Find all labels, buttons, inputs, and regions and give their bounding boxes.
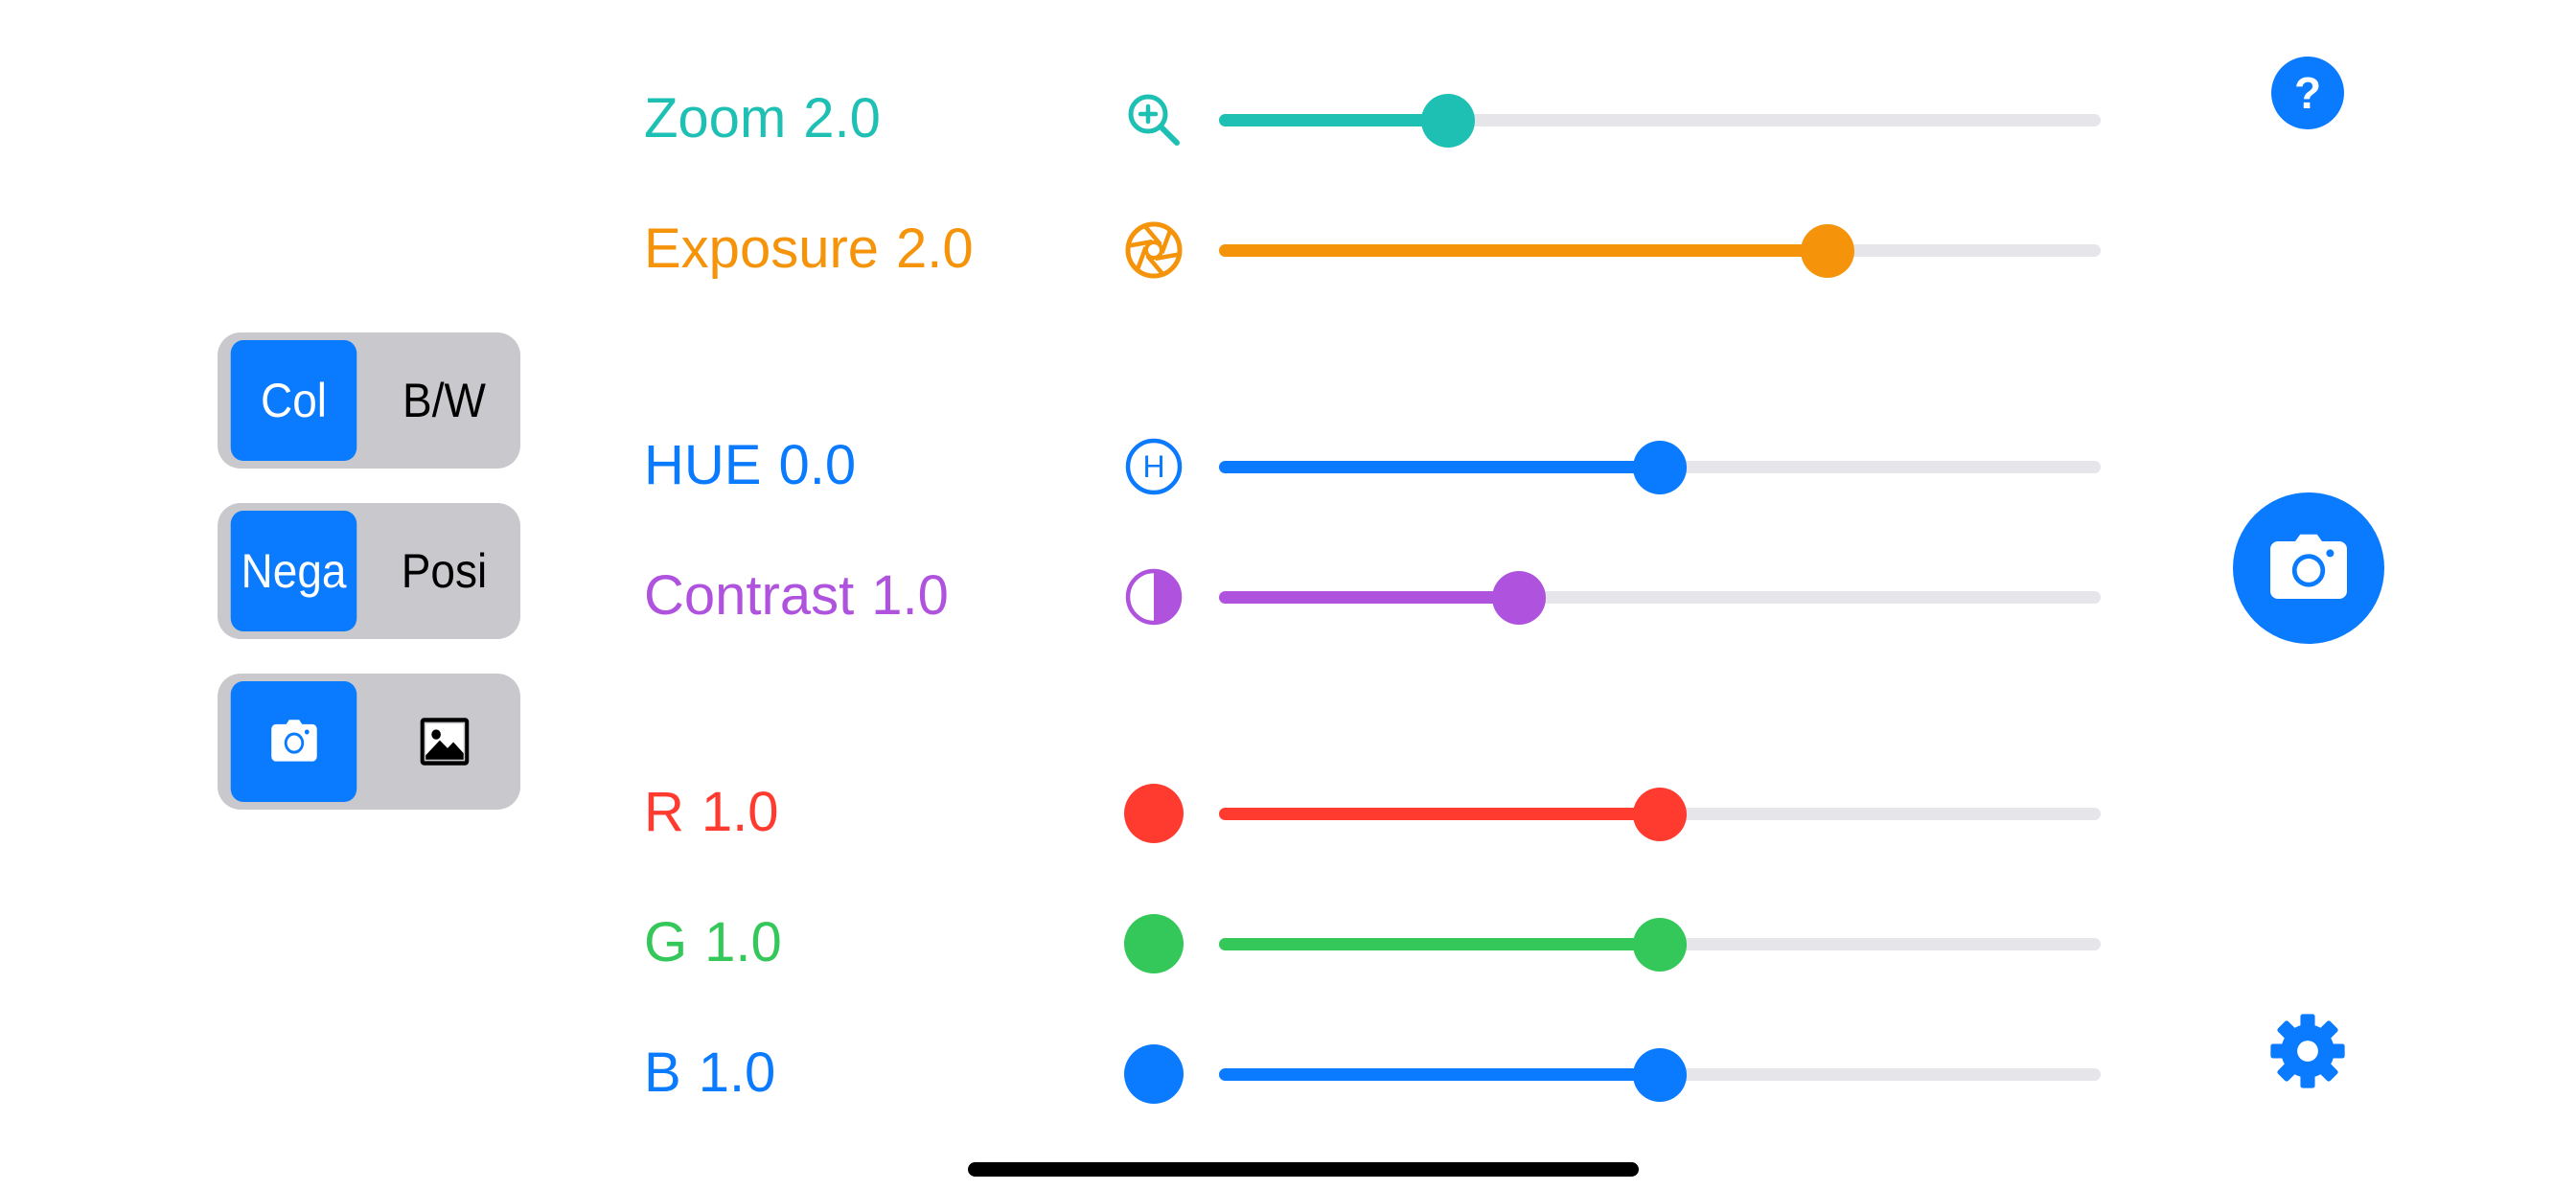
hue-slider-fill: [1219, 461, 1660, 473]
zoom-icon-wrap: [1123, 89, 1184, 150]
svg-text:H: H: [1142, 449, 1164, 484]
red-slider-fill: [1219, 808, 1660, 820]
contrast-slider-fill: [1219, 591, 1519, 604]
help-icon: ?: [2293, 68, 2322, 118]
hue-slider[interactable]: [1219, 440, 2101, 494]
red-slider[interactable]: [1219, 787, 2101, 841]
hue-value: 0.0: [778, 434, 857, 496]
contrast-icon-wrap: [1123, 566, 1184, 628]
photo-source-option[interactable]: [381, 681, 508, 802]
hue-slider-thumb[interactable]: [1633, 440, 1687, 494]
photo-icon: [420, 718, 469, 766]
green-icon-wrap: [1123, 913, 1184, 974]
red-icon-wrap: [1123, 783, 1184, 844]
help-button[interactable]: ?: [2271, 57, 2344, 129]
green-slider-fill: [1219, 938, 1660, 950]
exposure-label: Exposure 2.0: [644, 221, 974, 277]
blue-slider[interactable]: [1219, 1047, 2101, 1102]
green-value: 1.0: [704, 911, 782, 973]
zoom-in-icon: [1128, 94, 1180, 146]
green-name: G: [644, 911, 688, 973]
blue-icon-wrap: [1123, 1043, 1184, 1105]
exposure-slider[interactable]: [1219, 223, 2101, 278]
contrast-slider-thumb[interactable]: [1491, 570, 1546, 625]
red-label: R 1.0: [644, 785, 779, 840]
exposure-icon-wrap: [1123, 219, 1184, 281]
hue-icon-wrap: H: [1123, 436, 1184, 497]
zoom-slider-fill: [1219, 114, 1449, 126]
blue-value: 1.0: [698, 1041, 776, 1104]
green-slider-thumb[interactable]: [1633, 917, 1687, 972]
blue-name: B: [644, 1041, 681, 1104]
gear-icon: [2270, 1014, 2345, 1088]
hue-label: HUE 0.0: [644, 438, 856, 493]
zoom-value: 2.0: [803, 87, 881, 149]
zoom-label: Zoom 2.0: [644, 91, 881, 147]
camera-source-option[interactable]: [230, 681, 357, 802]
red-value: 1.0: [701, 781, 779, 843]
blue-dot-icon: [1124, 1044, 1184, 1104]
green-label: G 1.0: [644, 915, 782, 971]
exposure-name: Exposure: [644, 217, 880, 280]
color-option[interactable]: Col: [230, 340, 357, 461]
contrast-icon: [1125, 568, 1183, 626]
exposure-slider-thumb[interactable]: [1800, 223, 1854, 278]
hue-h-icon: H: [1125, 438, 1183, 495]
settings-button[interactable]: [2267, 1011, 2348, 1091]
contrast-slider[interactable]: [1219, 570, 2101, 625]
camera-icon: [2270, 534, 2347, 599]
blue-slider-fill: [1219, 1068, 1660, 1081]
contrast-name: Contrast: [644, 564, 855, 627]
source-mode-toggle[interactable]: [218, 674, 520, 810]
green-slider[interactable]: [1219, 917, 2101, 972]
contrast-label: Contrast 1.0: [644, 568, 949, 624]
red-dot-icon: [1124, 784, 1184, 843]
aperture-icon: [1125, 221, 1183, 279]
shutter-button[interactable]: [2233, 492, 2384, 644]
zoom-slider-thumb[interactable]: [1421, 93, 1476, 148]
film-mode-toggle[interactable]: Nega Posi: [218, 503, 520, 639]
red-name: R: [644, 781, 684, 843]
home-indicator: [968, 1162, 1639, 1177]
contrast-value: 1.0: [871, 564, 949, 627]
green-dot-icon: [1124, 914, 1184, 973]
red-slider-thumb[interactable]: [1633, 787, 1687, 841]
exposure-value: 2.0: [896, 217, 974, 280]
zoom-slider[interactable]: [1219, 93, 2101, 148]
blue-slider-thumb[interactable]: [1633, 1047, 1687, 1102]
positive-option[interactable]: Posi: [401, 544, 488, 598]
zoom-name: Zoom: [644, 87, 787, 149]
camera-icon: [270, 720, 317, 762]
exposure-slider-fill: [1219, 244, 1828, 257]
bw-option[interactable]: B/W: [402, 374, 486, 427]
blue-label: B 1.0: [644, 1045, 775, 1101]
color-mode-toggle[interactable]: Col B/W: [218, 332, 520, 469]
hue-name: HUE: [644, 434, 762, 496]
negative-option[interactable]: Nega: [230, 511, 357, 631]
